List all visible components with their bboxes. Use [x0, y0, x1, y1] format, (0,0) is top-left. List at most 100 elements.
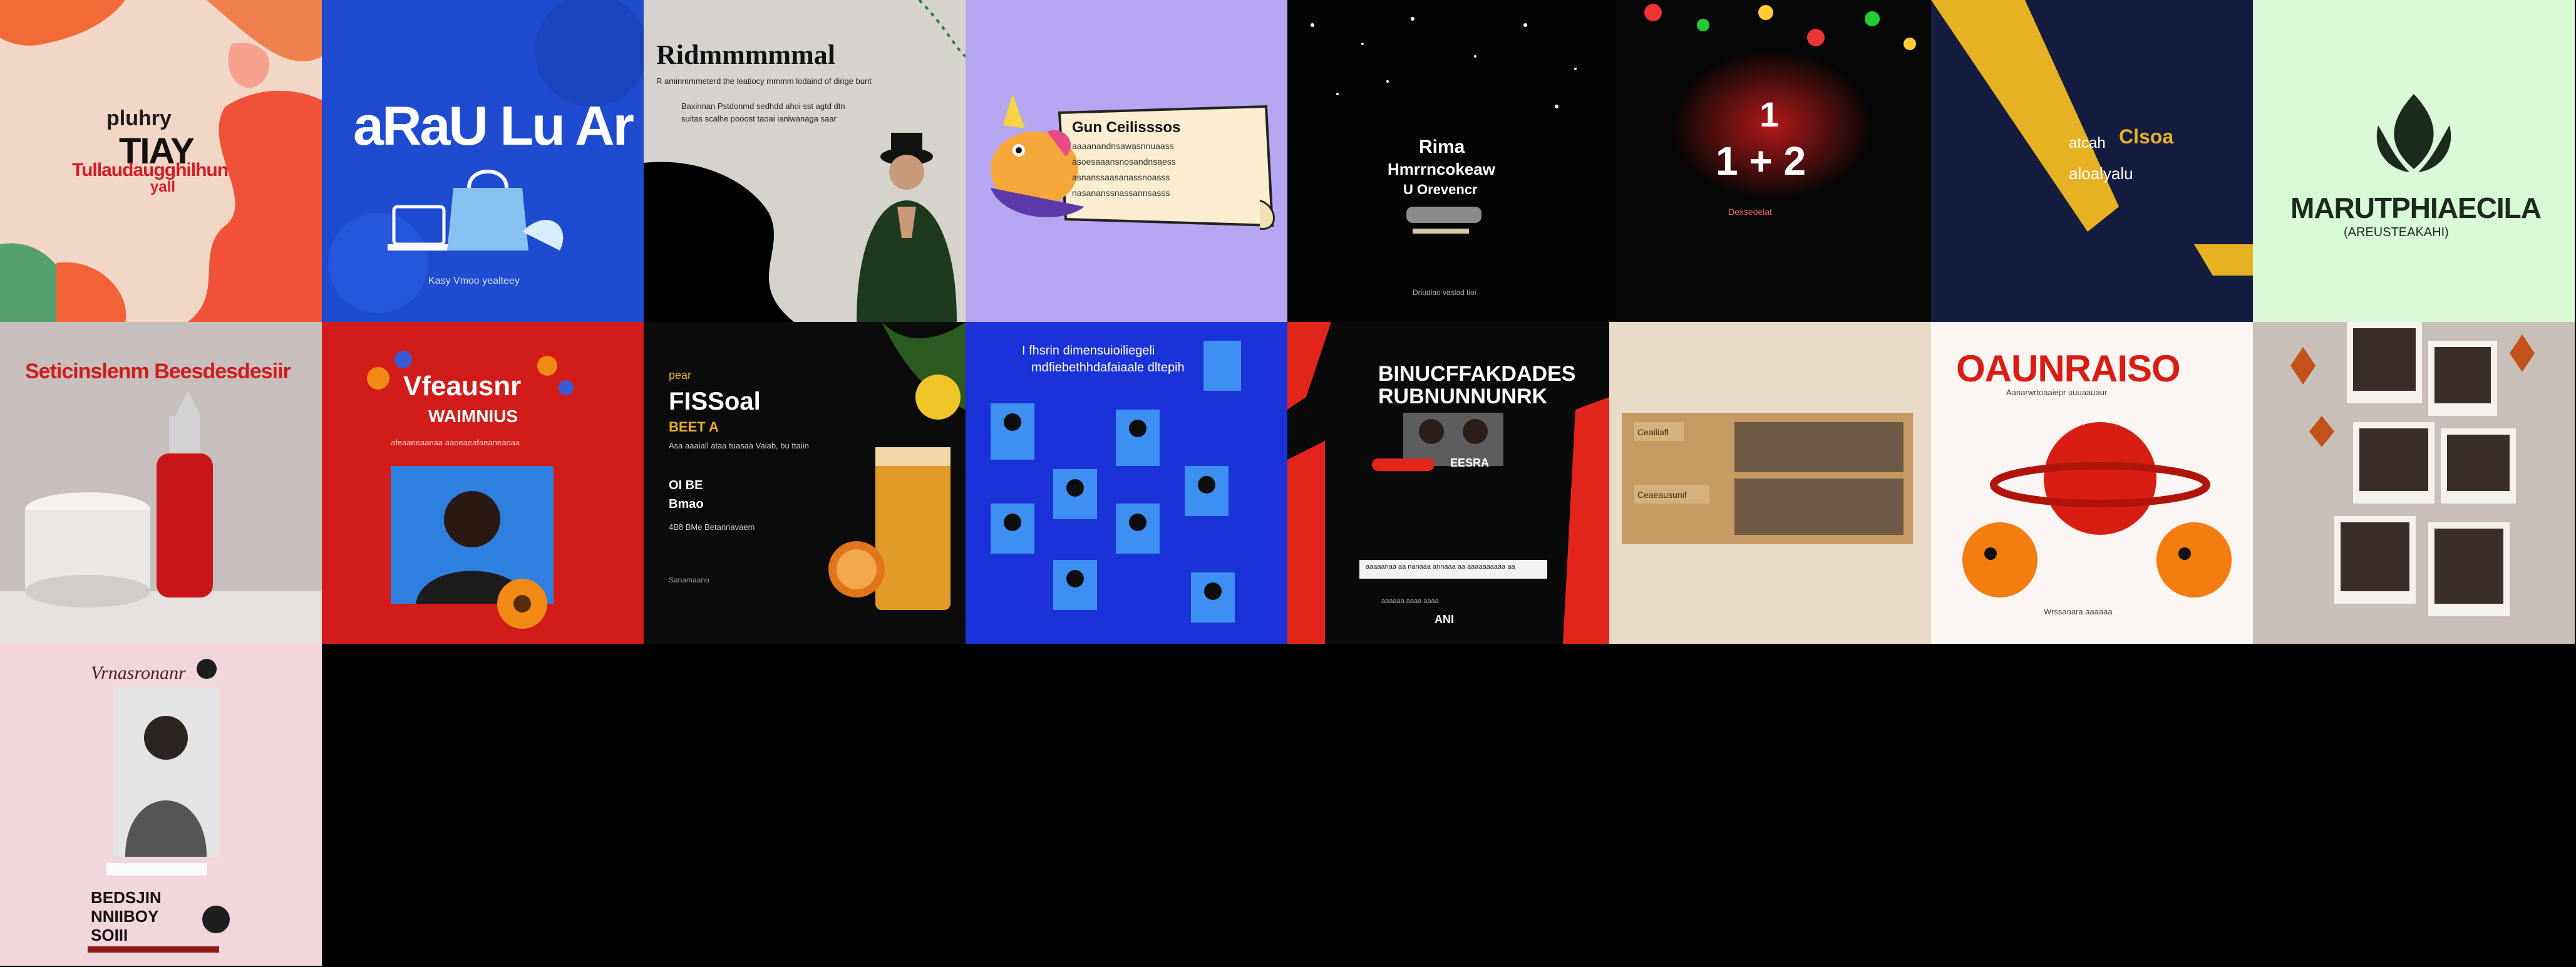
tile-13-line-6: aaaaaa aaaa aaaa	[1381, 597, 1439, 605]
tile-6-caption: Dexseoelat	[1728, 207, 1773, 217]
poster-tile-7[interactable]: Clsoa atcah aloalyalu	[1931, 0, 2253, 322]
shopping-bag-icon	[447, 169, 528, 251]
tile-11-line-3: BEET A	[669, 419, 719, 435]
tile-5-line-1: Rima	[1419, 137, 1465, 157]
cocktail-art	[644, 322, 966, 644]
monster-icon	[1962, 522, 2232, 597]
poster-tile-17[interactable]: Vrnasronanr BEDSJIN NNIIBOY SOIII	[0, 644, 322, 966]
poster-tile-1[interactable]: pluhry TIAY Tullaudaugghilhun yall	[0, 0, 322, 322]
tile-7-line-1: Clsoa	[2119, 125, 2174, 148]
flowers-icon	[367, 351, 574, 629]
poster-tile-9[interactable]: Seticinslenm Beesdesdesiir	[0, 322, 322, 644]
tile-3-body-2: Baxinnan Pstdonmd sedhdd ahoi sst agtd d…	[681, 101, 845, 111]
red-planet-icon	[1990, 422, 2210, 535]
tile-11-line-2: FISSoal	[669, 388, 761, 415]
tile-11-line-6: Bmao	[669, 497, 704, 511]
cocktail-glass-icon	[875, 447, 951, 610]
poster-tile-3[interactable]: Ridmmmmmal R aminmmmeterd the leatiocy m…	[644, 0, 966, 322]
cosmetic-bottle-icon	[157, 391, 213, 597]
tile-1-line-1: pluhry	[106, 106, 172, 130]
poster-tile-2[interactable]: aRaU Lu Ar Kasy Vmoo yealteey	[322, 0, 644, 322]
tile-12-line-2: mdfiebethhdafaiaale dltepih	[1031, 361, 1185, 375]
tile-4-body-4: nasananssnassannsasss	[1072, 188, 1170, 198]
tile-7-line-2: atcah	[2069, 135, 2106, 152]
tile-10-line-1: Vfeausnr	[403, 371, 522, 401]
tile-11-line-8: Sanamaano	[669, 576, 709, 584]
tile-13-line-4: aaaaanaa aa nanaaa annaaa aa aaaaaaaaaa …	[1366, 563, 1515, 571]
tile-11-line-7: 4B8 BMe Betannavaem	[669, 522, 755, 532]
poster-tile-10[interactable]: Vfeausnr WAIMNIUS afeaaneaanaa aaoeaeafa…	[322, 322, 644, 644]
space-monster-art	[1931, 322, 2253, 644]
poster-tile-11[interactable]: pear FISSoal BEET A Asa aaaiall ataa tua…	[644, 322, 966, 644]
rose-icon	[197, 659, 230, 933]
autumn-leaves-icon	[2290, 334, 2535, 447]
microphone-icon	[1406, 207, 1481, 234]
tile-10-line-3: afeaaneaanaa aaoeaeafaeaneaoaa	[391, 438, 520, 447]
tile-14-line-1: Ceaiiiafl	[1637, 427, 1669, 437]
poster-tile-4[interactable]: Gun Ceilisssos aaaanandnsawasnnuaass aso…	[966, 0, 1287, 322]
poster-tile-13[interactable]: BINUCFFAKDADES RUBNUNNUNRK EESRA aaaaana…	[1287, 322, 1609, 644]
tile-7-line-3: aloalyalu	[2069, 164, 2133, 183]
tile-4-body-1: aaaanandnsawasnnuaass	[1072, 141, 1174, 151]
tile-11-line-1: pear	[669, 369, 692, 381]
fashion-art	[0, 644, 322, 966]
tile-17-line-3: SOIII	[91, 926, 128, 944]
unicorn-scroll-art	[966, 0, 1287, 322]
tile-17-line-1: BEDSJIN	[91, 888, 162, 907]
unicorn-icon	[991, 94, 1084, 217]
tile-2-headline: aRaU Lu Ar	[353, 95, 634, 157]
poster-tile-14[interactable]: Ceaiiiafl Ceaeausunif	[1609, 322, 1931, 644]
tile-2-caption: Kasy Vmoo yealteey	[428, 276, 520, 286]
tile-3-body-1: R aminmmmeterd the leatiocy mmmm lodaind…	[656, 76, 872, 86]
cosmetics-art	[0, 322, 322, 644]
tile-17-line-2: NNIIBOY	[91, 907, 159, 926]
tile-3-body-3: suitas scalhe pooost taoai ianiwanaga sa…	[681, 114, 837, 123]
tile-15-headline: OAUNRAISO	[1956, 348, 2181, 390]
people-cards-icon	[966, 322, 1287, 644]
tile-3-headline: Ridmmmmmal	[656, 39, 835, 70]
polaroid-collage-icon	[2253, 322, 2575, 644]
tile-1-line-3: Tullaudaugghilhun	[72, 160, 229, 180]
poster-tile-12[interactable]: I fhsrin dimensuioiliegeli mdfiebethhdaf…	[966, 322, 1287, 644]
tile-13-line-5: ANI	[1435, 613, 1454, 626]
tile-5-line-4: Dnudlao vaslad tioi	[1413, 288, 1476, 297]
poster-tile-6[interactable]: 1 1 + 2 Dexseoelat	[1609, 0, 1931, 322]
tile-9-headline: Seticinslenm Beesdesdesiir	[25, 359, 291, 383]
tile-10-line-2: WAIMNIUS	[428, 406, 518, 426]
tile-8-subtitle: (AREUSTEAKAHI)	[2344, 225, 2449, 239]
tile-4-title: Gun Ceilisssos	[1072, 119, 1181, 136]
sparkle-icon	[1311, 17, 1577, 108]
poster-tile-8[interactable]: MARUTPHIAECILA (AREUSTEAKAHI)	[2253, 0, 2575, 322]
starry-night-art	[1287, 0, 1609, 322]
portrait-photo-icon	[1403, 413, 1503, 466]
tile-1-line-2: TIAY	[119, 131, 195, 172]
tile-15-footer: Wrssaoara aaaaaa	[2044, 607, 2113, 616]
tile-13-line-1: BINUCFFAKDADES	[1378, 362, 1576, 386]
abstract-blob-art	[0, 0, 322, 322]
tile-5-line-2: Hmrrncokeaw	[1388, 160, 1495, 178]
tile-1-line-4: yall	[150, 178, 176, 195]
person-praying-icon	[857, 133, 957, 322]
tile-8-brand: MARUTPHIAECILA	[2290, 192, 2542, 224]
laptop-icon	[388, 205, 450, 251]
poster-tile-15[interactable]: OAUNRAISO Aanarwrtoaaiepr uuuaauaur Wrss…	[1931, 322, 2253, 644]
tile-6-equation: 1 + 2	[1716, 138, 1806, 184]
praying-person-art	[644, 0, 966, 322]
tile-13-line-3: EESRA	[1450, 457, 1490, 469]
tile-15-subtitle: Aanarwrtoaaiepr uuuaauaur	[2006, 388, 2108, 397]
scroll-banner-icon	[1058, 105, 1275, 230]
tile-13-line-2: RUBNUNNUNRK	[1378, 385, 1548, 408]
tile-5-line-3: U Orevencr	[1403, 182, 1478, 197]
tile-4-body-2: asoesaaansnosandnsaess	[1072, 157, 1176, 167]
tile-17-script: Vrnasronanr	[91, 663, 186, 683]
poster-tile-5[interactable]: Rima Hmrrncokeaw U Orevencr Dnudlao vasl…	[1287, 0, 1609, 322]
photo-frame-icon	[1609, 322, 1931, 644]
orange-slice-icon	[828, 375, 961, 597]
leaf-flame-icon	[2253, 0, 2575, 322]
bokeh-lights-icon	[1609, 0, 1931, 322]
red-shapes-icon	[1287, 322, 1609, 644]
floral-portrait-art	[322, 322, 644, 644]
poster-tile-16[interactable]	[2253, 322, 2575, 644]
gold-stripe-icon	[1931, 0, 2253, 322]
